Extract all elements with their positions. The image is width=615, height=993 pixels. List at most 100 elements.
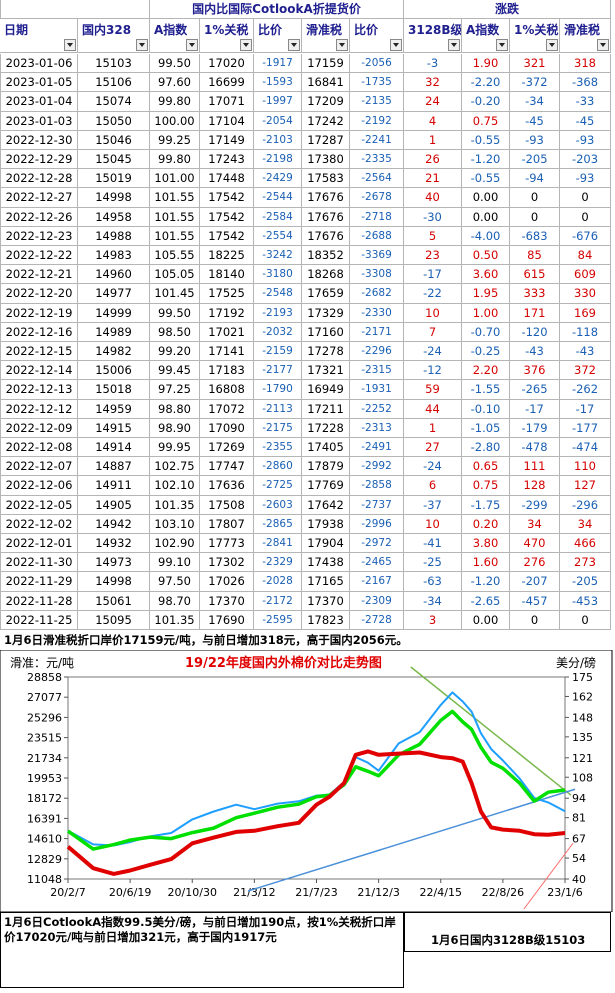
filter-dropdown-icon[interactable] — [546, 39, 558, 51]
table-cell: -2564 — [350, 169, 404, 189]
table-cell: 4 — [404, 111, 462, 131]
table-cell: 0.75 — [462, 476, 510, 496]
y-tick-label-right: 94 — [572, 792, 586, 805]
x-tick-label: 21/7/23 — [295, 886, 337, 899]
table-cell: 17773 — [200, 534, 254, 554]
table-cell: 17209 — [302, 92, 350, 112]
table-cell: 14998 — [78, 188, 150, 208]
table-cell: -2175 — [254, 418, 302, 438]
table-cell: -2193 — [254, 303, 302, 323]
table-cell: -93 — [560, 130, 611, 150]
table-cell: 99.50 — [150, 54, 200, 74]
table-cell: 2022-11-30 — [0, 553, 78, 573]
filter-dropdown-icon[interactable] — [390, 39, 402, 51]
plot-area — [67, 676, 566, 880]
table-cell: -0.55 — [462, 130, 510, 150]
table-cell: -372 — [510, 73, 560, 93]
table-cell: 2022-12-08 — [0, 438, 78, 458]
column-header: 滑准税 — [560, 19, 611, 53]
table-cell: 17690 — [200, 610, 254, 630]
table-cell: -41 — [404, 534, 462, 554]
table-cell: 2022-12-29 — [0, 150, 78, 170]
table-cell: 2022-12-06 — [0, 476, 78, 496]
table-cell: 15061 — [78, 591, 150, 611]
table-cell: -1917 — [254, 54, 302, 74]
table-cell: 0.00 — [462, 188, 510, 208]
filter-dropdown-icon[interactable] — [496, 39, 508, 51]
table-cell: -2858 — [350, 476, 404, 496]
table-cell: 15018 — [78, 380, 150, 400]
filter-dropdown-icon[interactable] — [288, 39, 300, 51]
table-cell: 99.95 — [150, 438, 200, 458]
table-cell: 0.20 — [462, 514, 510, 534]
table-cell: -2177 — [254, 361, 302, 381]
table-cell: -265 — [510, 380, 560, 400]
table-cell: 1 — [404, 130, 462, 150]
table-cell: 15045 — [78, 150, 150, 170]
trend-line-red — [523, 842, 574, 910]
table-cell: 17104 — [200, 111, 254, 131]
table-cell: 17823 — [302, 610, 350, 630]
table-cell: 2022-11-29 — [0, 572, 78, 592]
table-cell: 103.10 — [150, 514, 200, 534]
table-cell: 34 — [510, 514, 560, 534]
table-cell: 333 — [510, 284, 560, 304]
column-header: A指数 — [150, 19, 200, 53]
table-cell: 17938 — [302, 514, 350, 534]
table-cell: -2678 — [350, 188, 404, 208]
table-cell: 17211 — [302, 399, 350, 419]
table-cell: 99.50 — [150, 303, 200, 323]
table-cell: -2159 — [254, 342, 302, 362]
table-cell: 98.80 — [150, 399, 200, 419]
y-tick-label-left: 19953 — [27, 772, 62, 785]
table-cell: 84 — [560, 246, 611, 266]
y-tick-label-left: 11048 — [27, 873, 62, 886]
trend-line-green — [410, 666, 572, 796]
table-cell: 14914 — [78, 438, 150, 458]
filter-dropdown-icon[interactable] — [186, 39, 198, 51]
table-cell: 127 — [560, 476, 611, 496]
table-cell: 0.50 — [462, 246, 510, 266]
table-cell: -37 — [404, 495, 462, 515]
table-cell: -368 — [560, 73, 611, 93]
table-cell: 14982 — [78, 342, 150, 362]
table-cell: -2330 — [350, 303, 404, 323]
y-tick-label-right: 81 — [572, 812, 586, 825]
filter-dropdown-icon[interactable] — [64, 39, 76, 51]
table-cell: 2022-11-25 — [0, 610, 78, 630]
y-tick-label-left: 28858 — [27, 671, 62, 684]
table-cell: -2584 — [254, 207, 302, 227]
filter-dropdown-icon[interactable] — [136, 39, 148, 51]
table-cell: -203 — [560, 150, 611, 170]
table-cell: 40 — [404, 188, 462, 208]
table-cell: 14989 — [78, 322, 150, 342]
x-tick-label: 20/10/30 — [168, 886, 217, 899]
table-cell: 100.00 — [150, 111, 200, 131]
y-tick-label-right: 67 — [572, 833, 586, 846]
table-cell: 2022-12-01 — [0, 534, 78, 554]
table-cell: 376 — [510, 361, 560, 381]
y-tick-label-right: 162 — [572, 690, 593, 703]
filter-dropdown-icon[interactable] — [448, 39, 460, 51]
table-cell: 17879 — [302, 457, 350, 477]
table-cell: 17380 — [302, 150, 350, 170]
table-cell: -22 — [404, 284, 462, 304]
table-cell: -2860 — [254, 457, 302, 477]
y-axis-label-left: 滑准：元/吨 — [10, 656, 74, 670]
table-cell: -43 — [510, 342, 560, 362]
y-tick-label-right: 40 — [572, 873, 586, 886]
table-cell: 609 — [560, 265, 611, 285]
filter-dropdown-icon[interactable] — [240, 39, 252, 51]
table-cell: -2682 — [350, 284, 404, 304]
table-cell: 15103 — [78, 54, 150, 74]
filter-dropdown-icon[interactable] — [597, 39, 609, 51]
table-cell: 17160 — [302, 322, 350, 342]
table-cell: 17329 — [302, 303, 350, 323]
table-cell: 273 — [560, 553, 611, 573]
table-cell: 1.90 — [462, 54, 510, 74]
table-cell: 0 — [510, 610, 560, 630]
filter-dropdown-icon[interactable] — [336, 39, 348, 51]
y-tick-label-right: 54 — [572, 852, 586, 865]
table-cell: -25 — [404, 553, 462, 573]
table-cell: 330 — [560, 284, 611, 304]
